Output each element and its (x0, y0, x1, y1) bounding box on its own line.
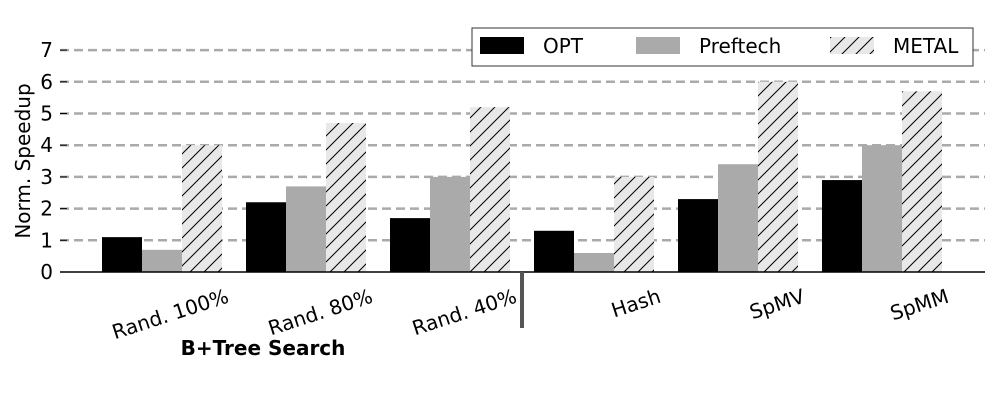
bar-metal-spmm (902, 91, 942, 272)
x-tick-label: SpMV (747, 284, 808, 324)
legend-swatch-opt (480, 37, 524, 54)
y-tick-label: 0 (40, 260, 53, 284)
x-tick-label: Hash (608, 284, 663, 322)
bar-preftech-spmv (718, 164, 758, 272)
y-tick-label: 7 (40, 38, 53, 62)
bar-metal-rand-40 (470, 107, 510, 272)
bar-preftech-spmm (862, 145, 902, 272)
legend: OPT Preftech METAL (471, 27, 974, 67)
axes (60, 49, 985, 328)
y-tick-label: 1 (40, 228, 53, 252)
bar-opt-spmv (678, 199, 718, 272)
bar-preftech-rand-80 (286, 186, 326, 272)
y-tick-label: 3 (40, 165, 53, 189)
legend-label-preftech: Preftech (699, 34, 781, 58)
y-axis-title: Norm. Speedup (11, 83, 35, 238)
x-tick-label: SpMM (887, 284, 951, 325)
y-tick-label: 4 (40, 133, 53, 157)
bar-metal-rand-100 (182, 145, 222, 272)
legend-swatch-preftech (636, 37, 680, 54)
bar-opt-rand-80 (246, 202, 286, 272)
group-title: B+Tree Search (181, 336, 346, 360)
legend-label-opt: OPT (543, 34, 584, 58)
bar-metal-hash (614, 176, 654, 272)
y-tick-label: 6 (40, 70, 53, 94)
bar-preftech-hash (574, 252, 614, 272)
bar-metal-rand-80 (326, 123, 366, 272)
bar-metal-spmv (758, 81, 798, 272)
y-tick-label: 5 (40, 102, 53, 126)
bar-preftech-rand-100 (142, 249, 182, 272)
x-tick-label: Rand. 40% (409, 284, 519, 340)
bar-opt-rand-100 (102, 237, 142, 272)
legend-swatch-metal (830, 37, 874, 54)
bar-opt-spmm (822, 180, 862, 272)
legend-label-metal: METAL (893, 34, 959, 58)
legend-box (471, 27, 974, 67)
bar-opt-rand-40 (390, 218, 430, 272)
y-tick-label: 2 (40, 197, 53, 221)
bars (102, 81, 942, 272)
bar-opt-hash (534, 230, 574, 272)
x-tick-label: Rand. 80% (265, 284, 375, 340)
bar-preftech-rand-40 (430, 176, 470, 272)
